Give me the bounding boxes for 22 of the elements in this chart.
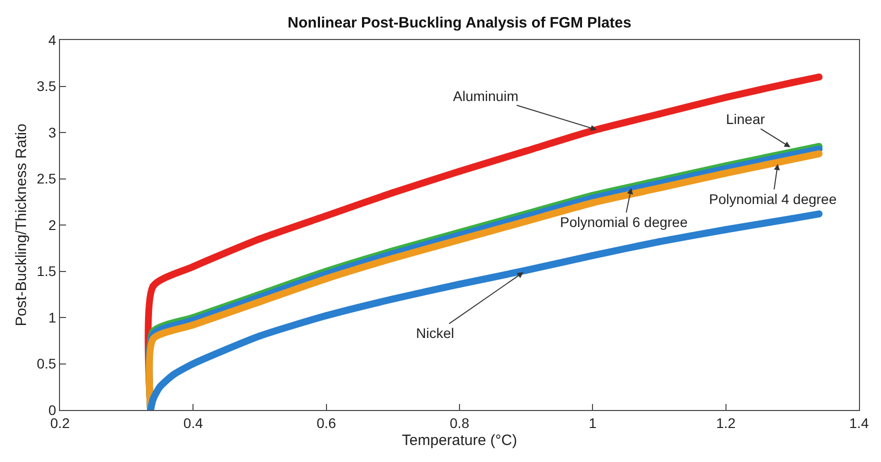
x-axis-title: Temperature (°C) (402, 432, 518, 449)
x-tick-label: 0.4 (183, 414, 204, 431)
annotation: Aluminuim (453, 88, 518, 104)
annotation: Nickel (416, 325, 454, 341)
x-tick-label: 1.2 (716, 414, 736, 431)
annotation: Polynomial 4 degree (709, 191, 837, 207)
annotation: Linear (726, 111, 766, 127)
y-tick-label: 1 (48, 309, 56, 326)
x-tick-label: 0.6 (316, 414, 336, 431)
y-tick-label: 0.5 (36, 356, 56, 372)
y-tick-label: 1.5 (36, 263, 56, 280)
y-tick-label: 3 (48, 124, 56, 140)
y-tick-label: 2 (48, 216, 56, 233)
y-tick-label: 4 (48, 32, 56, 48)
y-tick-label: 3.5 (36, 78, 56, 94)
x-tick-label: 0.8 (450, 414, 470, 431)
y-tick-label: 2.5 (36, 170, 56, 187)
annotation: Polynomial 6 degree (560, 214, 688, 230)
y-axis-title: Post-Buckling/Thickness Ratio (12, 124, 30, 326)
x-tick-label: 1 (588, 414, 597, 431)
chart-title: Nonlinear Post-Buckling Analysis of FGM Plates (288, 14, 632, 32)
x-tick-label: 1.4 (849, 414, 869, 431)
